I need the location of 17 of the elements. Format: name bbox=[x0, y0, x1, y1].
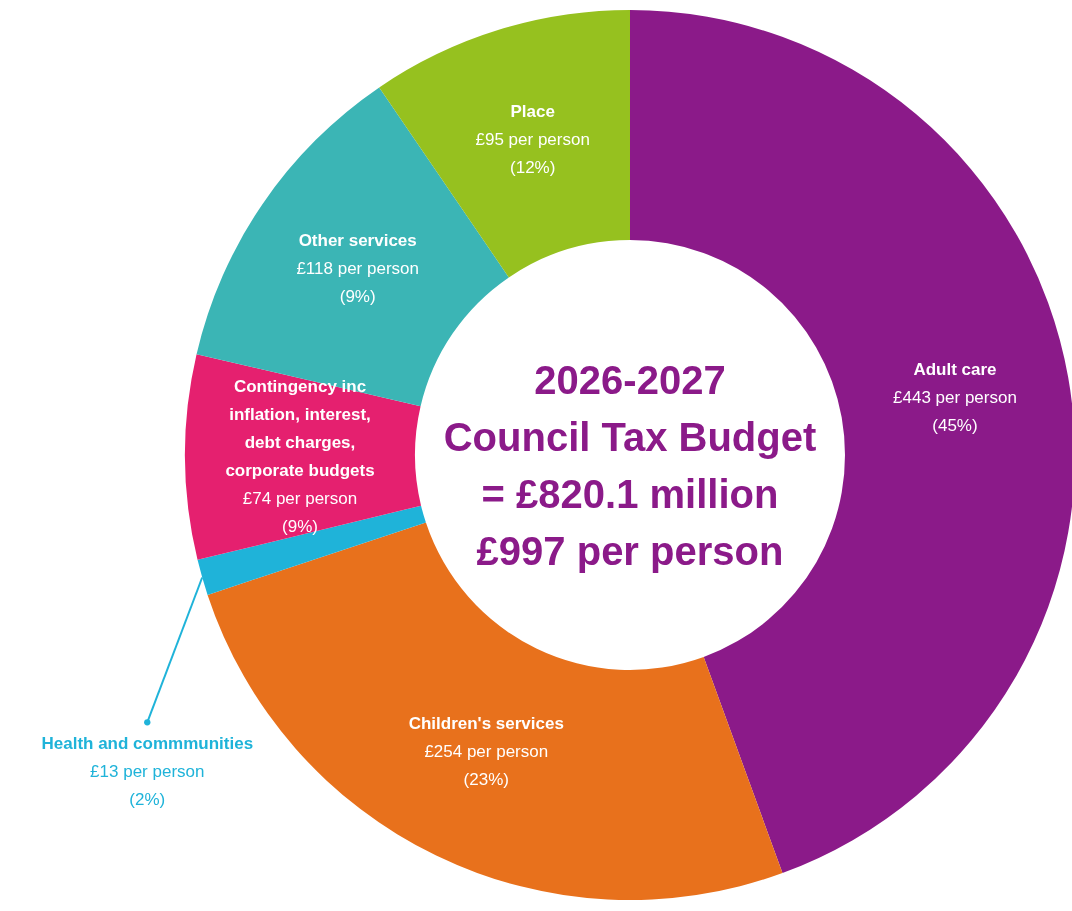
data-label: £443 per person (45%) bbox=[893, 387, 1017, 435]
data-label: £118 per person (9%) bbox=[296, 258, 419, 306]
slice-label: Other services bbox=[298, 230, 417, 250]
text: = £820.1 million bbox=[481, 471, 779, 516]
slice-label: Children's services bbox=[408, 714, 564, 734]
data-label: £74 per person (9%) bbox=[242, 488, 358, 536]
text: £997 per person bbox=[476, 528, 784, 573]
text: Council Tax Budget bbox=[443, 414, 817, 459]
data-label: £95 per person (12%) bbox=[475, 129, 590, 177]
donut-slice bbox=[196, 87, 509, 407]
data-label: £254 per person (23%) bbox=[424, 742, 549, 790]
slice-label: Adult care bbox=[913, 359, 997, 379]
slice-label: Place bbox=[510, 101, 555, 121]
legend-label: Health and commmunities bbox=[41, 734, 254, 754]
data-label: £13 per person (2%) bbox=[90, 762, 205, 810]
text: 2026-2027 bbox=[534, 357, 726, 402]
slice-label: Contingency inc inflation, interest, debt charges, corporate budgets bbox=[225, 376, 375, 480]
